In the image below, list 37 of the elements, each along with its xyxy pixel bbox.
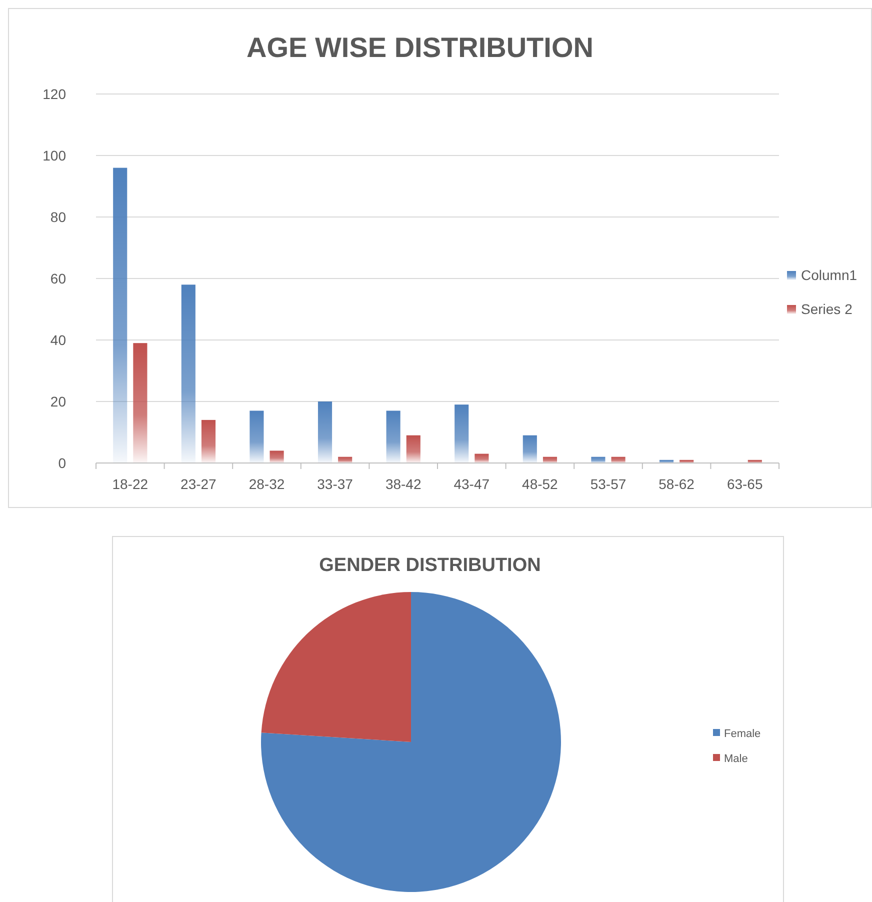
- legend-label: Male: [724, 753, 748, 765]
- x-tick-label: 48-52: [522, 476, 558, 492]
- x-tick-label: 33-37: [317, 476, 354, 492]
- bar: [250, 410, 264, 463]
- y-tick-label: 40: [50, 332, 66, 348]
- bar: [181, 284, 196, 463]
- bar: [113, 168, 128, 463]
- x-tick-label: 18-22: [112, 476, 148, 492]
- y-tick-label: 20: [50, 394, 66, 410]
- legend-label: Series 2: [801, 301, 853, 317]
- pie-slice: [261, 592, 561, 892]
- bar: [318, 402, 332, 463]
- y-tick-label: 120: [42, 86, 66, 102]
- x-tick-label: 58-62: [658, 476, 695, 492]
- y-tick-label: 80: [50, 209, 66, 225]
- bar: [270, 450, 284, 463]
- y-tick-label: 60: [50, 270, 66, 286]
- bar: [454, 404, 469, 463]
- bar: [201, 420, 216, 463]
- pie-slice: [261, 592, 411, 742]
- bar: [406, 435, 420, 463]
- bar: [522, 435, 537, 463]
- y-tick-label: 100: [42, 148, 66, 164]
- bar: [133, 343, 148, 463]
- x-tick-label: 23-27: [180, 476, 217, 492]
- legend-label: Female: [724, 728, 761, 740]
- x-tick-label: 43-47: [454, 476, 490, 492]
- y-tick-label: 0: [58, 455, 66, 471]
- chart-title: GENDER DISTRIBUTION: [319, 555, 541, 576]
- x-tick-label: 63-65: [726, 476, 763, 492]
- x-tick-label: 38-42: [385, 476, 422, 492]
- bar: [474, 454, 489, 463]
- chart-title: AGE WISE DISTRIBUTION: [246, 32, 594, 63]
- bar: [386, 410, 400, 463]
- legend-label: Column1: [801, 267, 858, 283]
- x-tick-label: 28-32: [248, 476, 285, 492]
- x-tick-label: 53-57: [590, 476, 626, 492]
